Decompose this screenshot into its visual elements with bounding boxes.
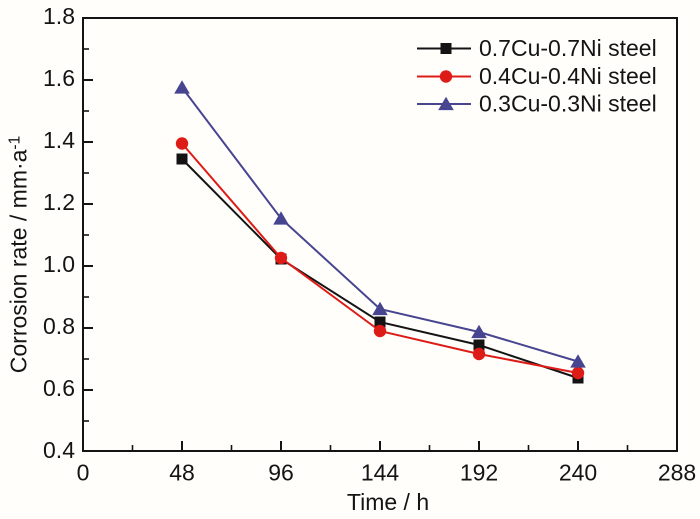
svg-text:144: 144 — [361, 460, 400, 486]
svg-text:0.4: 0.4 — [43, 437, 75, 463]
svg-text:96: 96 — [268, 460, 294, 486]
svg-text:1.6: 1.6 — [43, 65, 75, 91]
svg-text:1.2: 1.2 — [43, 189, 75, 215]
svg-text:0.6: 0.6 — [43, 375, 75, 401]
svg-text:1.0: 1.0 — [43, 251, 75, 277]
svg-text:48: 48 — [169, 460, 195, 486]
svg-text:0: 0 — [77, 460, 90, 486]
svg-text:1.4: 1.4 — [43, 127, 75, 153]
svg-text:0.3Cu-0.3Ni steel: 0.3Cu-0.3Ni steel — [479, 91, 657, 117]
svg-text:0.4Cu-0.4Ni steel: 0.4Cu-0.4Ni steel — [479, 63, 657, 89]
svg-text:Corrosion rate / mm·a-1: Corrosion rate / mm·a-1 — [6, 136, 32, 373]
svg-text:0.7Cu-0.7Ni steel: 0.7Cu-0.7Ni steel — [479, 35, 657, 61]
svg-text:Time / h: Time / h — [347, 489, 429, 515]
svg-text:288: 288 — [658, 460, 696, 486]
svg-text:1.8: 1.8 — [43, 3, 75, 29]
svg-text:240: 240 — [559, 460, 597, 486]
svg-text:0.8: 0.8 — [43, 313, 75, 339]
svg-text:192: 192 — [460, 460, 498, 486]
